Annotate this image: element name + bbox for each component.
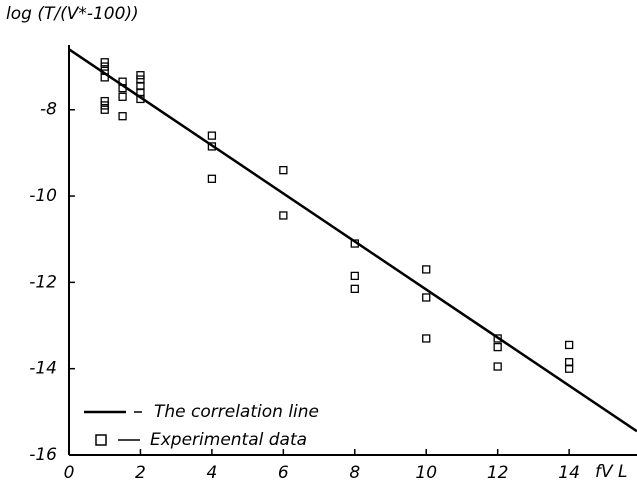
x-axis-label: fV L bbox=[595, 462, 628, 482]
data-point bbox=[350, 284, 359, 293]
y-tick-label: -14 bbox=[29, 359, 57, 379]
x-tick-label: 2 bbox=[135, 463, 146, 483]
x-tick-label: 14 bbox=[558, 463, 580, 483]
data-point bbox=[564, 364, 574, 373]
data-point bbox=[118, 112, 127, 121]
data-point bbox=[100, 96, 109, 106]
data-point bbox=[350, 239, 359, 248]
data-point bbox=[100, 58, 109, 67]
data-point bbox=[100, 105, 109, 114]
x-tick-label: 8 bbox=[349, 463, 360, 483]
data-point bbox=[493, 342, 502, 352]
x-tick-label: 0 bbox=[64, 463, 75, 483]
data-point bbox=[493, 362, 502, 371]
y-tick-label: -12 bbox=[29, 272, 57, 292]
data-point bbox=[118, 84, 127, 93]
data-point bbox=[422, 265, 431, 274]
y-tick-label: -10 bbox=[29, 186, 57, 206]
data-point bbox=[564, 340, 574, 350]
y-tick-label: -8 bbox=[40, 100, 57, 120]
x-tick-label: 6 bbox=[278, 463, 289, 483]
data-point bbox=[422, 334, 431, 343]
data-point bbox=[100, 101, 109, 110]
legend-label: The correlation line bbox=[154, 402, 319, 422]
data-point bbox=[422, 293, 431, 302]
legend-square bbox=[95, 434, 107, 446]
y-axis-label: log (T/(V*-100)) bbox=[6, 4, 139, 24]
x-tick-label: 12 bbox=[487, 463, 509, 483]
data-point bbox=[136, 71, 145, 80]
x-tick-label: 10 bbox=[415, 463, 437, 483]
data-point bbox=[279, 211, 288, 220]
data-point bbox=[136, 94, 145, 104]
data-point bbox=[493, 334, 502, 343]
data-point bbox=[279, 166, 288, 175]
data-point bbox=[350, 271, 359, 281]
y-tick-label: -16 bbox=[29, 445, 57, 465]
legend-label: Experimental data bbox=[150, 430, 307, 450]
data-point bbox=[100, 62, 109, 71]
data-point bbox=[207, 142, 217, 151]
data-point bbox=[118, 92, 127, 101]
data-point bbox=[207, 131, 217, 140]
data-point bbox=[100, 73, 109, 82]
data-point bbox=[207, 174, 217, 183]
x-tick-label: 4 bbox=[206, 463, 217, 483]
